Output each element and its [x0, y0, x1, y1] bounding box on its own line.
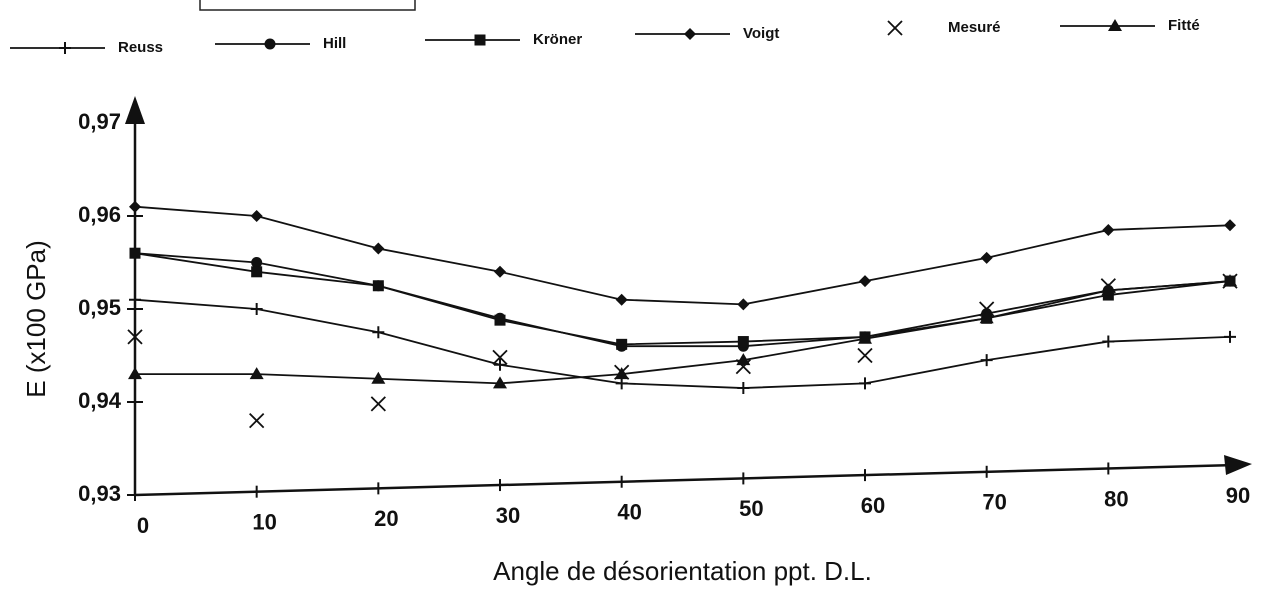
point — [616, 338, 628, 350]
point — [1224, 219, 1236, 232]
series-line — [134, 298, 1231, 389]
x-tick-label: 50 — [739, 496, 763, 521]
x-tick-label: 70 — [982, 490, 1006, 515]
point — [859, 275, 871, 288]
legend-marker — [887, 20, 903, 36]
point — [857, 347, 873, 364]
point — [614, 367, 629, 380]
point — [494, 358, 506, 371]
x-axis — [134, 463, 1237, 497]
point — [129, 293, 141, 306]
x-axis-title: Angle de désorientation ppt. D.L. — [493, 556, 872, 586]
x-tick-label: 10 — [252, 509, 276, 534]
legend-marker — [684, 28, 696, 40]
x-tick-label: 60 — [861, 493, 885, 518]
point — [980, 251, 993, 264]
point — [493, 376, 507, 389]
y-tick-label: 0,96 — [78, 202, 121, 227]
point — [736, 353, 751, 366]
point — [251, 257, 263, 268]
y-tick-label: 0,93 — [78, 481, 121, 506]
point — [737, 336, 749, 348]
point — [250, 303, 263, 315]
frame-fragment — [199, 0, 416, 11]
point — [249, 412, 265, 429]
y-axis-title: E (x100 GPa) — [21, 240, 51, 398]
x-axis-arrow — [1224, 455, 1252, 475]
legend-label: Hill — [323, 35, 346, 52]
point — [494, 314, 506, 326]
legend-marker — [474, 34, 486, 46]
y-tick-label: 0,95 — [78, 295, 121, 320]
x-tick-label: 20 — [374, 506, 398, 531]
x-tick-label: 80 — [1104, 486, 1128, 511]
point — [249, 367, 264, 380]
point — [492, 349, 508, 365]
series-line — [134, 252, 1231, 346]
point — [737, 298, 750, 311]
legend-marker — [1108, 19, 1122, 31]
series-line — [135, 280, 1231, 385]
point — [129, 247, 141, 259]
point — [129, 200, 141, 213]
legend-marker — [59, 42, 71, 54]
y-tick-label: 0,97 — [78, 109, 121, 134]
point — [128, 367, 142, 380]
series-line — [134, 205, 1231, 306]
point — [980, 354, 993, 367]
point — [615, 293, 628, 306]
point — [1224, 330, 1236, 343]
point — [1102, 335, 1115, 348]
point — [858, 331, 872, 344]
x-tick-label: 90 — [1226, 483, 1250, 508]
x-tick-label: 0 — [137, 513, 149, 538]
x-tick-label: 40 — [617, 500, 641, 525]
point — [250, 210, 263, 222]
y-axis-arrow — [125, 96, 145, 124]
point — [859, 377, 871, 390]
legend-label: Voigt — [743, 25, 779, 42]
point — [372, 280, 384, 292]
point — [372, 242, 385, 255]
y-tick-label: 0,94 — [78, 388, 122, 413]
point — [372, 326, 385, 339]
point — [370, 396, 386, 412]
point — [127, 329, 143, 345]
legend-marker — [264, 38, 276, 50]
x-tick-label: 30 — [496, 503, 520, 528]
point — [979, 301, 995, 317]
point — [737, 382, 750, 395]
point — [371, 371, 386, 384]
series-line — [134, 252, 1231, 348]
point — [251, 266, 263, 278]
legend-label: Kröner — [533, 31, 582, 48]
legend-label: Reuss — [118, 39, 163, 56]
point — [1223, 274, 1237, 287]
point — [494, 265, 506, 278]
point — [615, 377, 628, 390]
point — [979, 311, 994, 324]
point — [1102, 223, 1115, 236]
point — [1101, 283, 1116, 296]
legend-label: Mesuré — [948, 19, 1001, 36]
legend-label: Fitté — [1168, 17, 1200, 34]
